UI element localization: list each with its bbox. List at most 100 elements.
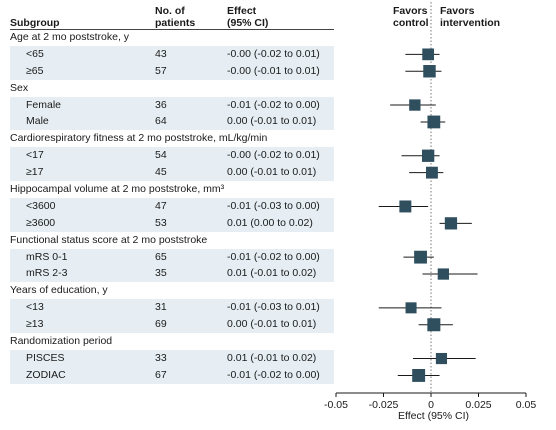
header-rule	[10, 29, 334, 30]
effect-ci: -0.01 (-0.03 to 0.00)	[227, 199, 320, 212]
header-subgroup: Subgroup	[10, 17, 60, 29]
patient-count: 69	[155, 318, 167, 331]
patient-count: 36	[155, 98, 167, 111]
effect-ci: 0.01 (-0.01 to 0.02)	[227, 267, 317, 280]
group-label: Cardiorespiratory fitness at 2 mo postst…	[10, 132, 268, 145]
subgroup-row: Female 36 -0.01 (-0.02 to 0.00)	[10, 96, 334, 114]
effect-ci: -0.01 (-0.03 to 0.01)	[227, 301, 320, 314]
effect-ci: 0.01 (-0.01 to 0.02)	[227, 351, 317, 364]
header-n-line1: No. of	[155, 5, 185, 17]
estimate-marker	[437, 268, 449, 280]
estimate-marker	[421, 149, 435, 162]
group-label: Years of education, y	[10, 284, 108, 297]
group-label: Age at 2 mo poststroke, y	[10, 31, 130, 43]
patient-count: 47	[155, 199, 167, 212]
x-tick-label: 0.025	[465, 399, 491, 411]
subgroup-label: mRS 0-1	[26, 250, 68, 263]
subgroup-row: mRS 0-1 65 -0.01 (-0.02 to 0.00)	[10, 248, 334, 266]
estimate-marker	[409, 99, 421, 111]
group-header-row: Hippocampal volume at 2 mo poststroke, m…	[10, 181, 334, 198]
effect-ci: -0.01 (-0.02 to 0.00)	[227, 98, 320, 111]
effect-ci: 0.00 (-0.01 to 0.01)	[227, 318, 317, 331]
subgroup-row: mRS 2-3 35 0.01 (-0.01 to 0.02)	[10, 265, 334, 283]
favors-intervention-line2: intervention	[440, 17, 501, 29]
effect-ci: -0.00 (-0.02 to 0.01)	[227, 149, 320, 162]
subgroup-row: <13 31 -0.01 (-0.03 to 0.01)	[10, 299, 334, 317]
subgroup-row: <3600 47 -0.01 (-0.03 to 0.00)	[10, 197, 334, 215]
subgroup-row: PISCES 33 0.01 (-0.01 to 0.02)	[10, 349, 334, 367]
x-tick-label: -0.05	[324, 399, 348, 411]
group-header-row: Age at 2 mo poststroke, y	[10, 29, 334, 46]
subgroup-row: ≥3600 53 0.01 (0.00 to 0.02)	[10, 214, 334, 232]
x-tick-label: 0	[428, 399, 434, 411]
subgroup-row: Male 64 0.00 (-0.01 to 0.01)	[10, 113, 334, 131]
patient-count: 67	[155, 368, 167, 381]
favors-control-line1: Favors	[393, 5, 428, 17]
effect-ci: 0.00 (-0.01 to 0.01)	[227, 166, 317, 179]
subgroup-label: Male	[26, 115, 49, 128]
effect-ci: 0.00 (-0.01 to 0.01)	[227, 115, 317, 128]
subgroup-row: <17 54 -0.00 (-0.02 to 0.01)	[10, 147, 334, 165]
patient-count: 53	[155, 216, 167, 229]
group-label: Functional status score at 2 mo poststro…	[10, 233, 208, 246]
subgroup-label: <17	[26, 149, 44, 162]
favors-intervention-line1: Favors	[440, 5, 475, 17]
subgroup-label: PISCES	[26, 351, 65, 364]
patient-count: 64	[155, 115, 167, 128]
estimate-marker	[399, 200, 412, 213]
subgroup-table: Age at 2 mo poststroke, y <65 43 -0.00 (-0.…	[10, 29, 334, 384]
effect-ci: 0.01 (0.00 to 0.02)	[227, 216, 313, 229]
subgroup-row: <65 43 -0.00 (-0.02 to 0.01)	[10, 45, 334, 63]
header-n-line2: patients	[155, 17, 196, 29]
subgroup-row: ≥13 69 0.00 (-0.01 to 0.01)	[10, 316, 334, 334]
x-tick-label: -0.025	[369, 399, 399, 411]
patient-count: 54	[155, 149, 167, 162]
estimate-marker	[414, 250, 427, 264]
effect-ci: -0.00 (-0.01 to 0.01)	[227, 64, 320, 77]
subgroup-label: ≥13	[26, 318, 44, 331]
subgroup-label: Female	[26, 98, 62, 111]
subgroup-label: mRS 2-3	[26, 267, 68, 280]
x-axis-title: Effect (95% CI)	[398, 410, 469, 422]
estimate-marker	[426, 166, 438, 179]
x-tick-label: 0.05	[516, 399, 537, 411]
subgroup-label: ZODIAC	[26, 368, 66, 381]
patient-count: 43	[155, 47, 167, 60]
favors-control-line2: control	[393, 17, 429, 29]
estimate-marker	[405, 302, 417, 314]
estimate-marker	[422, 48, 435, 61]
group-label: Randomization period	[10, 335, 113, 348]
estimate-marker	[412, 368, 426, 382]
subgroup-label: ≥17	[26, 166, 44, 179]
header-effect-line1: Effect	[227, 5, 257, 17]
effect-ci: -0.01 (-0.02 to 0.00)	[227, 368, 320, 381]
subgroup-row: ZODIAC 67 -0.01 (-0.02 to 0.00)	[10, 366, 334, 384]
subgroup-row: ≥17 45 0.00 (-0.01 to 0.01)	[10, 164, 334, 182]
subgroup-label: <13	[26, 301, 44, 314]
header-effect-line2: (95% CI)	[227, 17, 269, 29]
group-label: Sex	[10, 81, 29, 94]
estimate-marker	[427, 318, 441, 332]
group-header-row: Randomization period	[10, 333, 334, 350]
subgroup-label: <65	[26, 47, 44, 60]
group-label: Hippocampal volume at 2 mo poststroke, m…	[10, 183, 225, 196]
subgroup-label: ≥65	[26, 64, 44, 77]
patient-count: 45	[155, 166, 167, 179]
estimate-marker	[423, 65, 436, 78]
patient-count: 65	[155, 250, 167, 263]
patient-count: 33	[155, 351, 167, 364]
patient-count: 57	[155, 64, 167, 77]
estimate-marker	[435, 352, 448, 365]
patient-count: 31	[155, 301, 167, 314]
patient-count: 35	[155, 267, 167, 280]
group-header-row: Sex	[10, 80, 334, 97]
subgroup-label: ≥3600	[26, 216, 56, 229]
effect-ci: -0.01 (-0.02 to 0.00)	[227, 250, 320, 263]
estimate-marker	[444, 217, 458, 230]
effect-ci: -0.00 (-0.02 to 0.01)	[227, 47, 320, 60]
group-header-row: Functional status score at 2 mo poststro…	[10, 232, 334, 249]
subgroup-label: <3600	[26, 199, 56, 212]
group-header-row: Years of education, y	[10, 282, 334, 299]
estimate-marker	[427, 115, 441, 129]
